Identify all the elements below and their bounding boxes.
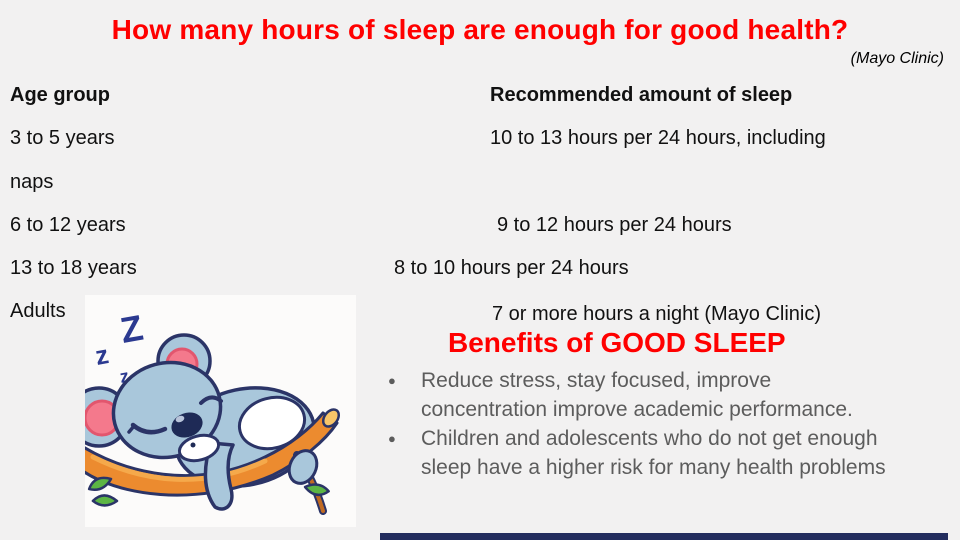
bullet-text: Reduce stress, stay focused, improve con… xyxy=(421,366,945,424)
zzz-big: Z xyxy=(117,307,146,351)
recommendation-cell: 7 or more hours a night (Mayo Clinic) xyxy=(492,303,822,325)
bullet-line: Reduce stress, stay focused, improve xyxy=(421,369,772,392)
age-cell: 13 to 18 years xyxy=(10,257,137,279)
branch-cut-end xyxy=(321,408,341,428)
koala-mouth-dot xyxy=(190,442,196,448)
recommendation-cell: 9 to 12 hours per 24 hours xyxy=(497,214,732,236)
table-row: naps xyxy=(0,171,960,197)
age-cell: 6 to 12 years xyxy=(10,214,126,236)
source-note: (Mayo Clinic) xyxy=(850,50,944,67)
list-item: ● Children and adolescents who do not ge… xyxy=(385,424,945,482)
age-cell: naps xyxy=(10,171,54,193)
koala-nose-gleam xyxy=(175,415,185,423)
table-header-row: Age group Recommended amount of sleep xyxy=(0,84,960,110)
age-cell: Adults xyxy=(10,300,66,322)
koala-eyelash xyxy=(127,424,136,434)
table-row: 3 to 5 years 10 to 13 hours per 24 hours… xyxy=(0,127,960,153)
bullet-icon: ● xyxy=(388,431,396,446)
recommendation-cell: 10 to 13 hours per 24 hours, including xyxy=(490,127,826,149)
list-item: ● Reduce stress, stay focused, improve c… xyxy=(385,366,945,424)
recommendation-header: Recommended amount of sleep xyxy=(490,84,793,106)
table-row: 6 to 12 years 9 to 12 hours per 24 hours xyxy=(0,214,960,240)
bullet-line: Children and adolescents who do not get … xyxy=(421,427,878,450)
leaf-icon xyxy=(303,483,330,497)
leaf-icon xyxy=(87,476,113,491)
table-row: 13 to 18 years 8 to 10 hours per 24 hour… xyxy=(0,257,960,283)
koala-hind-foot xyxy=(287,449,319,485)
sleeping-koala-illustration: Z z z xyxy=(68,295,356,527)
koala-muzzle xyxy=(177,433,221,463)
bullet-line: concentration improve academic performan… xyxy=(421,398,853,421)
age-cell: 3 to 5 years xyxy=(10,127,115,149)
recommendation-cell: 8 to 10 hours per 24 hours xyxy=(394,257,629,279)
leaf-icon xyxy=(91,494,119,507)
benefits-heading: Benefits of GOOD SLEEP xyxy=(448,327,786,358)
koala-eye-right-closed xyxy=(199,395,223,405)
branch-highlight xyxy=(90,454,268,482)
zzz-medium: z xyxy=(93,339,111,371)
bullet-line: sleep have a higher risk for many health… xyxy=(421,456,886,479)
bottom-accent-bar xyxy=(380,533,948,540)
koala-arm xyxy=(203,441,235,511)
bullet-text: Children and adolescents who do not get … xyxy=(421,424,945,482)
age-group-header: Age group xyxy=(10,84,110,106)
table-row: Adults 7 or more hours a night (Mayo Cli… xyxy=(0,300,960,326)
koala-svg: Z z z xyxy=(68,307,341,515)
koala-belly-patch xyxy=(237,395,307,451)
bullet-icon: ● xyxy=(388,373,396,388)
slide-title: How many hours of sleep are enough for g… xyxy=(111,14,849,45)
benefits-bullet-list: ● Reduce stress, stay focused, improve c… xyxy=(385,366,945,482)
